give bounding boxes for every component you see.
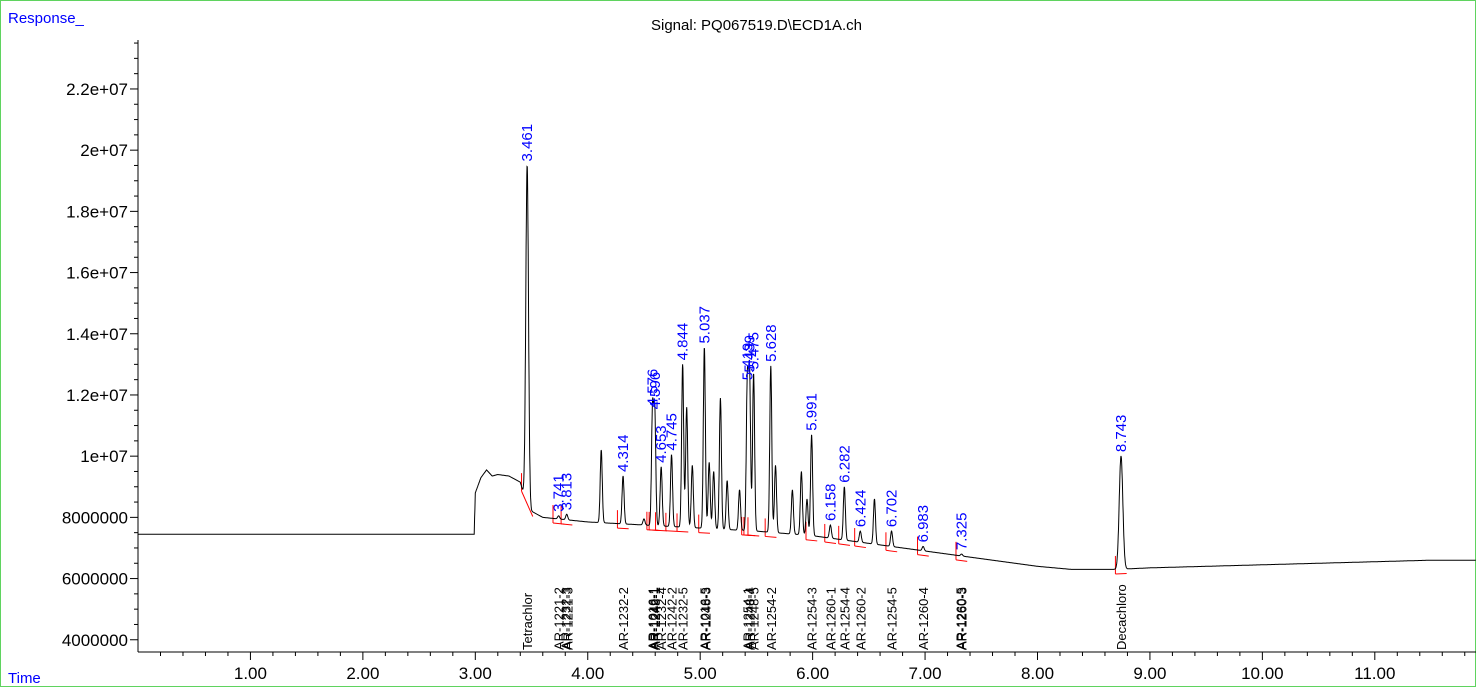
x-tick-label: 6.00 [796, 664, 829, 683]
x-tick-label: 9.00 [1133, 664, 1166, 683]
compound-label: AR-1254-1 [740, 587, 755, 650]
y-tick-label: 1.8e+07 [66, 202, 128, 221]
x-tick-label: 10.00 [1241, 664, 1284, 683]
compound-label: AR-1260-4 [916, 587, 931, 650]
integration-baseline [561, 523, 573, 526]
integration-baseline [765, 535, 777, 538]
y-tick-label: 4000000 [62, 631, 128, 650]
integration-baseline [824, 541, 837, 544]
compound-label: AR-1254-3 [805, 587, 820, 650]
y-tick-label: 2.2e+07 [66, 80, 128, 99]
peak-rt-label: 3.741 [551, 474, 568, 512]
compound-label: Tetrachlor [520, 592, 535, 650]
x-tick-label: 8.00 [1021, 664, 1054, 683]
peak-rt-label: 5.037 [696, 306, 713, 344]
integration-baseline [805, 539, 818, 542]
peak-rt-label: 6.702 [884, 490, 901, 528]
y-tick-label: 1e+07 [80, 447, 128, 466]
signal-trace [138, 165, 1476, 570]
integration-baseline [838, 543, 851, 546]
y-tick-label: 1.6e+07 [66, 264, 128, 283]
peak-rt-label: 4.576 [645, 369, 662, 407]
x-tick-label: 1.00 [234, 664, 267, 683]
integration-baseline [885, 549, 898, 553]
peak-rt-label: 3.813 [559, 473, 576, 511]
integration-baseline [665, 530, 678, 532]
peak-rt-label: 5.475 [746, 332, 763, 370]
compound-label: AR-1260-3 [955, 587, 970, 650]
compound-label: AR-1016-1 [646, 587, 661, 650]
compound-label: AR-1232-3 [558, 587, 573, 650]
peak-rt-label: 4.314 [615, 435, 632, 473]
y-tick-label: 6000000 [62, 570, 128, 589]
compound-label: AR-1254-5 [885, 587, 900, 650]
y-tick-label: 1.4e+07 [66, 325, 128, 344]
peak-rt-label: 5.628 [763, 324, 780, 362]
x-tick-label: 7.00 [909, 664, 942, 683]
peak-rt-label: 6.158 [822, 483, 839, 521]
compound-label: AR-1254-4 [837, 587, 852, 650]
compound-label: AR-1254-2 [764, 587, 779, 650]
peak-rt-label: 5.419 [739, 343, 756, 381]
peak-rt-label: 7.325 [954, 513, 971, 551]
compound-label: AR-1248-4 [743, 587, 758, 650]
peak-rt-label: 6.983 [915, 505, 932, 543]
integration-baseline [917, 554, 929, 557]
compound-label: AR-1248-3 [698, 587, 713, 650]
peak-rt-label: 5.439 [742, 335, 759, 373]
peak-rt-label: 6.424 [852, 490, 869, 528]
y-tick-label: 2e+07 [80, 141, 128, 160]
peak-rt-label: 4.596 [647, 372, 664, 410]
x-axis-title: Time [8, 670, 41, 687]
integration-baseline [617, 527, 629, 530]
x-tick-label: 5.00 [684, 664, 717, 683]
compound-label: AR-1232-4 [654, 587, 669, 650]
peak-rt-label: 4.844 [675, 323, 692, 361]
x-tick-label: 11.00 [1354, 664, 1395, 683]
integration-baseline [676, 530, 689, 533]
integration-baseline [521, 490, 534, 517]
compound-label: AR-1242-2 [665, 587, 680, 650]
compound-label: AR-1221-2 [552, 587, 567, 650]
integration-baseline [655, 529, 667, 532]
integration-baseline [955, 559, 968, 562]
compound-label: AR-1260-2 [853, 587, 868, 650]
peak-rt-label: 4.653 [653, 425, 670, 463]
compound-label: AR-1248-5 [747, 587, 762, 650]
compound-label: AR-1232-2 [616, 587, 631, 650]
compound-label: Decachloro [1114, 584, 1129, 650]
compound-label: AR-1248-1 [648, 587, 663, 650]
peak-rt-label: 3.461 [519, 124, 536, 162]
integration-baseline [747, 534, 760, 537]
compound-label: AR-1016-5 [697, 587, 712, 650]
x-tick-label: 4.00 [571, 664, 604, 683]
y-axis-title: Response_ [8, 10, 84, 27]
integration-baseline [854, 545, 866, 549]
compound-label: AR-1232-5 [676, 587, 691, 650]
peak-rt-label: 4.745 [664, 413, 681, 451]
compound-label: AR-1260-5 [953, 587, 968, 650]
compound-label: AR-1242-1 [647, 587, 662, 650]
y-tick-label: 1.2e+07 [66, 386, 128, 405]
x-tick-label: 2.00 [346, 664, 379, 683]
peak-rt-label: 6.282 [836, 445, 853, 483]
x-tick-label: 3.00 [459, 664, 492, 683]
y-tick-label: 8000000 [62, 508, 128, 527]
peak-rt-label: 8.743 [1113, 415, 1130, 453]
peak-rt-label: 5.991 [804, 393, 821, 431]
chart-title: Signal: PQ067519.D\ECD1A.ch [651, 17, 862, 34]
integration-baseline [698, 532, 710, 534]
compound-label: AR-1221-3 [561, 587, 576, 650]
compound-label: AR-1260-1 [823, 587, 838, 650]
